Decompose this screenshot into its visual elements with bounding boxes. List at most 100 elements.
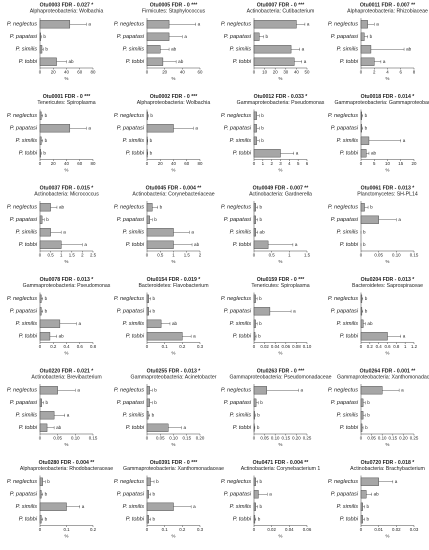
significance-letter: a bbox=[78, 321, 81, 326]
bar bbox=[39, 111, 42, 120]
x-tick-label: 0.05 bbox=[53, 436, 62, 441]
x-axis-label: % bbox=[65, 442, 69, 447]
category-label: P. tobbi bbox=[233, 425, 252, 431]
category-label: P. similis bbox=[230, 138, 252, 144]
bar bbox=[253, 240, 269, 249]
category-label: P. similis bbox=[16, 504, 38, 510]
x-tick-label: 0 bbox=[39, 344, 42, 349]
x-tick-label: 0 bbox=[360, 70, 363, 75]
significance-letter: b bbox=[260, 204, 263, 209]
bar bbox=[39, 215, 43, 224]
significance-letter: b bbox=[45, 296, 48, 301]
x-axis-label: % bbox=[172, 168, 176, 173]
significance-letter: ab bbox=[374, 491, 380, 496]
x-tick-label: 0.02 bbox=[267, 527, 276, 532]
bar bbox=[146, 423, 169, 432]
x-tick-label: 0.1 bbox=[63, 527, 70, 532]
category-label: P. neglectus bbox=[7, 479, 37, 485]
significance-letter: b bbox=[154, 217, 157, 222]
significance-letter: a bbox=[191, 229, 194, 234]
x-tick-label: 40 bbox=[171, 161, 176, 166]
x-tick-label: 0 bbox=[146, 344, 149, 349]
x-tick-label: 2.5 bbox=[90, 253, 97, 258]
category-label: P. similis bbox=[230, 413, 252, 419]
x-axis-label: % bbox=[386, 259, 390, 264]
panel-subtitle: Planctomycetes: SH-PL14 bbox=[357, 191, 418, 197]
category-label: P. papatasi bbox=[10, 400, 38, 406]
panel-title: Otu0720 FDR - 0.018 * bbox=[361, 460, 416, 466]
significance-letter: b bbox=[153, 296, 156, 301]
significance-letter: a bbox=[195, 125, 198, 130]
x-axis-label: % bbox=[172, 259, 176, 264]
significance-letter: a bbox=[293, 308, 296, 313]
bar bbox=[253, 45, 292, 54]
x-tick-label: 0 bbox=[360, 161, 363, 166]
x-tick-label: 0.05 bbox=[260, 436, 269, 441]
category-label: P. neglectus bbox=[114, 205, 144, 211]
x-tick-label: 0.2 bbox=[179, 344, 186, 349]
x-tick-label: 3 bbox=[279, 161, 282, 166]
significance-letter: a bbox=[67, 412, 70, 417]
bar bbox=[360, 294, 363, 303]
significance-letter: ab bbox=[56, 425, 62, 430]
bar bbox=[360, 203, 365, 212]
category-label: P. tobbi bbox=[233, 151, 252, 157]
significance-letter: b bbox=[150, 150, 153, 155]
significance-letter: ab bbox=[194, 242, 200, 247]
x-tick-label: 0.05 bbox=[367, 436, 376, 441]
x-tick-label: 0.10 bbox=[392, 253, 401, 258]
bar bbox=[39, 20, 71, 29]
panel-title: Otu0159 FDR - 0 *** bbox=[257, 277, 306, 283]
panel-subtitle: Actinobacteria: Cutibacterium bbox=[247, 8, 315, 14]
category-label: P. similis bbox=[123, 47, 145, 53]
x-tick-label: 1.5 bbox=[304, 253, 311, 258]
category-label: P. similis bbox=[123, 230, 145, 236]
bar bbox=[253, 203, 256, 212]
bar bbox=[146, 386, 150, 395]
x-tick-label: 0 bbox=[146, 527, 149, 532]
bar bbox=[146, 111, 148, 120]
significance-letter: b bbox=[150, 138, 153, 143]
category-label: P. tobbi bbox=[19, 517, 38, 523]
category-label: P. papatasi bbox=[117, 34, 145, 40]
x-tick-label: 80 bbox=[91, 161, 96, 166]
significance-letter: b bbox=[45, 46, 48, 51]
bar bbox=[39, 490, 42, 499]
x-tick-label: 60 bbox=[77, 161, 82, 166]
panel-title: Otu0280 FDR - 0.004 ** bbox=[39, 460, 96, 466]
significance-letter: a bbox=[269, 491, 272, 496]
bar bbox=[253, 515, 256, 524]
bar bbox=[146, 411, 149, 420]
x-axis-label: % bbox=[386, 534, 390, 539]
panel-subtitle: Gammaproteobacteria: Pseudomonas bbox=[237, 100, 325, 106]
x-tick-label: 0.10 bbox=[271, 436, 280, 441]
bar bbox=[39, 319, 61, 328]
x-tick-label: 0.3 bbox=[197, 344, 204, 349]
significance-letter: ab bbox=[59, 204, 65, 209]
x-tick-label: 0.15 bbox=[182, 436, 191, 441]
category-label: P. tobbi bbox=[126, 517, 145, 523]
significance-letter: b bbox=[259, 321, 262, 326]
x-tick-label: 0.25 bbox=[303, 436, 312, 441]
bar bbox=[253, 57, 295, 66]
bar bbox=[360, 477, 379, 486]
x-tick-label: 0 bbox=[39, 161, 42, 166]
category-label: P. papatasi bbox=[224, 217, 252, 223]
x-tick-label: 0.4 bbox=[376, 344, 383, 349]
bar bbox=[39, 502, 67, 511]
x-tick-label: 0.20 bbox=[292, 436, 301, 441]
category-label: P. papatasi bbox=[10, 309, 38, 315]
significance-letter: b bbox=[45, 308, 48, 313]
bar bbox=[253, 307, 271, 316]
x-tick-label: 40 bbox=[180, 70, 185, 75]
bar bbox=[360, 398, 364, 407]
bar bbox=[39, 57, 57, 66]
category-label: P. neglectus bbox=[328, 22, 358, 28]
x-tick-label: 0 bbox=[146, 161, 149, 166]
bar bbox=[253, 319, 256, 328]
panel-title: Otu0011 FDR - 0.007 ** bbox=[360, 2, 416, 8]
bar bbox=[39, 307, 42, 316]
bar bbox=[146, 32, 170, 41]
category-label: P. papatasi bbox=[10, 492, 38, 498]
